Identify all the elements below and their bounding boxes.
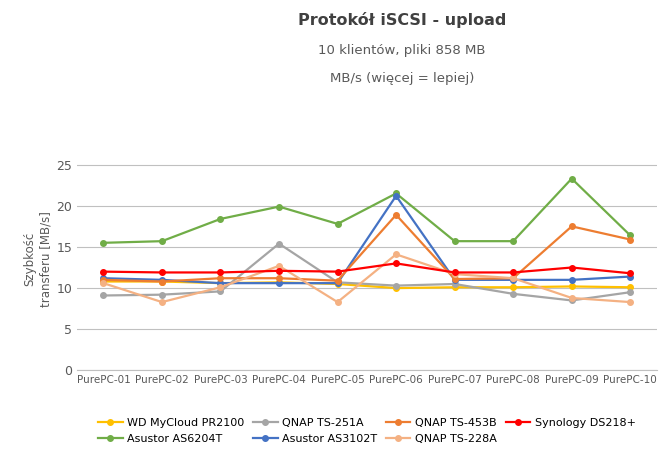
QNAP TS-453B — [158, 279, 166, 284]
QNAP TS-251A — [451, 281, 459, 287]
Asustor AS3102T — [392, 193, 400, 199]
Synology DS218+ — [99, 269, 107, 275]
WD MyCloud PR2100 — [567, 284, 576, 289]
QNAP TS-228A — [451, 271, 459, 277]
Line: QNAP TS-228A: QNAP TS-228A — [100, 251, 633, 305]
Synology DS218+ — [567, 265, 576, 270]
Text: Protokół iSCSI - upload: Protokół iSCSI - upload — [297, 12, 507, 28]
QNAP TS-453B — [275, 275, 283, 281]
Asustor AS3102T — [216, 281, 224, 286]
QNAP TS-228A — [392, 251, 400, 257]
QNAP TS-228A — [567, 295, 576, 301]
QNAP TS-228A — [626, 299, 634, 305]
WD MyCloud PR2100 — [626, 284, 634, 290]
QNAP TS-228A — [334, 299, 342, 305]
QNAP TS-251A — [392, 283, 400, 288]
Asustor AS6204T — [216, 216, 224, 222]
QNAP TS-453B — [451, 276, 459, 282]
Synology DS218+ — [451, 269, 459, 275]
WD MyCloud PR2100 — [158, 279, 166, 284]
Synology DS218+ — [392, 261, 400, 266]
WD MyCloud PR2100 — [275, 280, 283, 285]
QNAP TS-453B — [216, 275, 224, 281]
Line: Synology DS218+: Synology DS218+ — [100, 261, 633, 276]
Line: Asustor AS3102T: Asustor AS3102T — [100, 193, 633, 286]
QNAP TS-251A — [275, 241, 283, 246]
QNAP TS-228A — [216, 284, 224, 290]
Synology DS218+ — [158, 269, 166, 275]
Asustor AS6204T — [99, 240, 107, 245]
Asustor AS6204T — [334, 221, 342, 227]
Asustor AS3102T — [99, 275, 107, 281]
QNAP TS-228A — [158, 299, 166, 305]
QNAP TS-453B — [392, 212, 400, 218]
QNAP TS-228A — [99, 281, 107, 286]
Asustor AS6204T — [567, 176, 576, 181]
Line: QNAP TS-251A: QNAP TS-251A — [100, 241, 633, 303]
Asustor AS6204T — [158, 238, 166, 244]
QNAP TS-251A — [216, 288, 224, 294]
Y-axis label: Szybkość
transferu [MB/s]: Szybkość transferu [MB/s] — [23, 211, 52, 307]
Asustor AS3102T — [275, 281, 283, 286]
WD MyCloud PR2100 — [509, 284, 517, 290]
Asustor AS3102T — [334, 281, 342, 286]
QNAP TS-453B — [567, 224, 576, 229]
QNAP TS-228A — [275, 263, 283, 269]
WD MyCloud PR2100 — [392, 285, 400, 291]
Asustor AS6204T — [451, 238, 459, 244]
Text: MB/s (więcej = lepiej): MB/s (więcej = lepiej) — [330, 72, 474, 85]
Synology DS218+ — [509, 269, 517, 275]
Asustor AS3102T — [451, 277, 459, 282]
QNAP TS-251A — [567, 298, 576, 303]
Asustor AS6204T — [275, 204, 283, 209]
QNAP TS-228A — [509, 275, 517, 281]
Text: 10 klientów, pliki 858 MB: 10 klientów, pliki 858 MB — [318, 44, 486, 57]
Asustor AS6204T — [509, 238, 517, 244]
WD MyCloud PR2100 — [216, 281, 224, 286]
QNAP TS-251A — [99, 293, 107, 298]
Asustor AS3102T — [158, 277, 166, 282]
Line: WD MyCloud PR2100: WD MyCloud PR2100 — [100, 279, 633, 291]
WD MyCloud PR2100 — [334, 281, 342, 287]
Asustor AS6204T — [626, 232, 634, 238]
QNAP TS-251A — [334, 280, 342, 285]
QNAP TS-453B — [626, 237, 634, 242]
Asustor AS3102T — [567, 277, 576, 282]
QNAP TS-453B — [509, 275, 517, 281]
QNAP TS-453B — [334, 278, 342, 283]
Synology DS218+ — [216, 269, 224, 275]
QNAP TS-251A — [626, 289, 634, 295]
QNAP TS-251A — [509, 291, 517, 297]
Line: QNAP TS-453B: QNAP TS-453B — [100, 212, 633, 284]
QNAP TS-453B — [99, 277, 107, 282]
QNAP TS-251A — [158, 292, 166, 297]
Synology DS218+ — [626, 270, 634, 276]
Asustor AS6204T — [392, 191, 400, 196]
Synology DS218+ — [275, 268, 283, 274]
Synology DS218+ — [334, 269, 342, 275]
Asustor AS3102T — [626, 274, 634, 279]
Legend: WD MyCloud PR2100, Asustor AS6204T, QNAP TS-251A, Asustor AS3102T, QNAP TS-453B,: WD MyCloud PR2100, Asustor AS6204T, QNAP… — [98, 418, 636, 444]
WD MyCloud PR2100 — [451, 284, 459, 290]
WD MyCloud PR2100 — [99, 279, 107, 284]
Asustor AS3102T — [509, 277, 517, 282]
Line: Asustor AS6204T: Asustor AS6204T — [100, 176, 633, 245]
